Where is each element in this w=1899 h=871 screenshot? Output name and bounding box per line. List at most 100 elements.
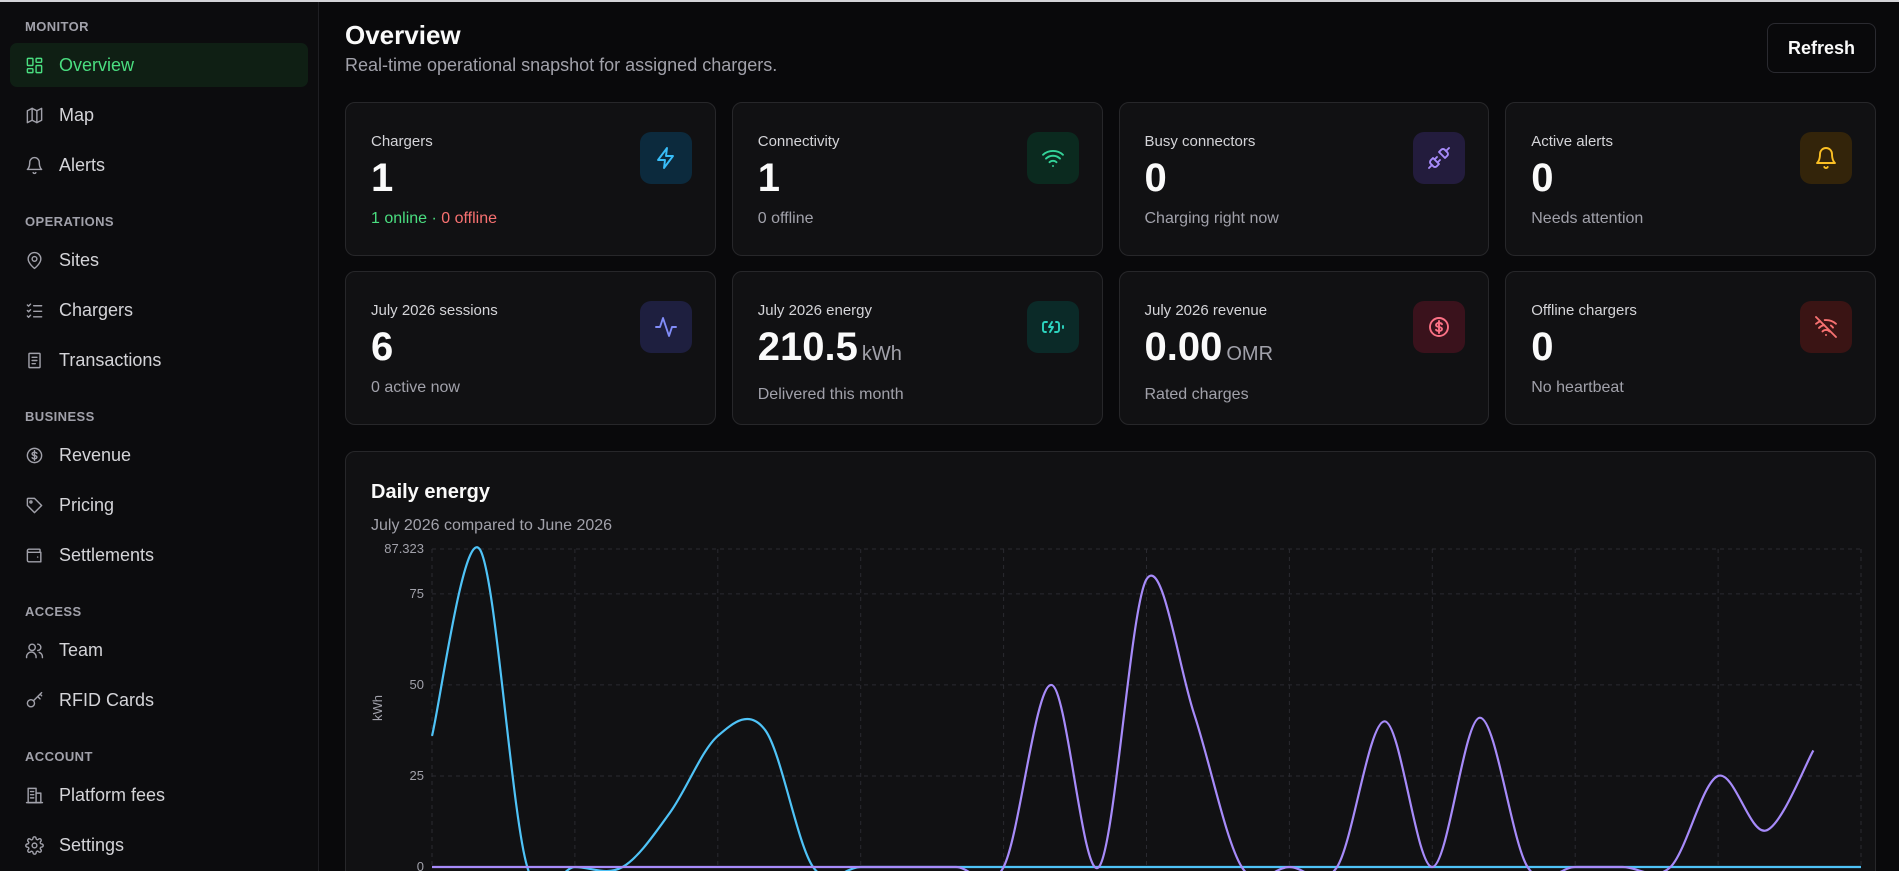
sidebar-item-team[interactable]: Team: [10, 628, 308, 672]
section-label-business: BUSINESS: [25, 409, 95, 424]
stat-card-chargers: Chargers 1 1 online · 0 offline: [345, 102, 716, 256]
section-spacer: [10, 231, 308, 238]
card-value: 0: [1145, 156, 1464, 200]
sidebar-item-label: Map: [59, 104, 95, 125]
card-title: Active alerts: [1531, 133, 1613, 150]
card-value: 210.5 kWh: [758, 325, 1077, 376]
card-sub: 0 active now: [371, 379, 690, 397]
card-subtext: No heartbeat: [1531, 379, 1624, 396]
section-label-monitor: MONITOR: [25, 19, 89, 34]
stat-card-active-alerts: Active alerts 0 Needs attention: [1505, 102, 1876, 256]
stat-card-july-2026-energy: July 2026 energy 210.5 kWh Delivered this m…: [731, 271, 1103, 425]
sidebar-item-map[interactable]: Map: [10, 93, 308, 137]
tag-icon: [24, 495, 44, 515]
card-unit: kWh: [861, 343, 902, 365]
y-tick-label: 0: [417, 859, 424, 871]
sidebar-item-revenue[interactable]: Revenue: [10, 433, 308, 477]
sidebar-item-platform-fees[interactable]: Platform fees: [10, 773, 308, 817]
card-title: Chargers: [371, 133, 433, 150]
section-spacer: [10, 36, 308, 43]
stat-card-july-2026-sessions: July 2026 sessions 6 0 active now: [345, 271, 716, 425]
section-gap: [10, 728, 308, 748]
stat-cards: Chargers 1 1 online · 0 offline Connectivit…: [345, 102, 1876, 425]
card-subtext: Charging right now: [1144, 210, 1279, 227]
plug-icon: [1413, 132, 1466, 184]
sidebar-item-settlements[interactable]: Settlements: [10, 533, 308, 577]
map-icon: [24, 105, 44, 125]
stat-card-offline-chargers: Offline chargers 0 No heartbeat: [1505, 271, 1876, 425]
card-value-number: 0: [1531, 325, 1554, 369]
sidebar-item-overview[interactable]: Overview: [10, 43, 308, 87]
sidebar-item-label: Settlements: [59, 544, 155, 565]
y-tick-label: 25: [410, 768, 424, 783]
card-sub: No heartbeat: [1531, 379, 1850, 397]
dashboard-icon: [24, 55, 44, 75]
card-sub: Needs attention: [1531, 210, 1850, 228]
stat-card-july-2026-revenue: July 2026 revenue 0.00 OMR Rated charges: [1118, 271, 1490, 425]
section-spacer: [10, 426, 308, 433]
dollar-circle-icon: [24, 445, 44, 465]
section-gap: [10, 583, 308, 603]
sidebar-item-settings[interactable]: Settings: [10, 823, 308, 867]
section-spacer: [10, 621, 308, 628]
chart-title: Daily energy: [371, 481, 490, 503]
card-subtext: 0 active now: [371, 379, 460, 396]
sidebar-item-label: Revenue: [59, 444, 132, 465]
users-icon: [24, 640, 44, 660]
card-value: 1: [758, 156, 1077, 200]
card-value: 0: [1531, 156, 1850, 200]
card-value-number: 6: [371, 325, 394, 369]
card-value: 1: [371, 156, 690, 200]
sub-separator: ·: [427, 210, 442, 227]
sidebar-item-chargers[interactable]: Chargers: [10, 288, 308, 332]
map-pin-icon: [24, 250, 44, 270]
sidebar-item-label: Sites: [59, 249, 100, 270]
card-subtext: Rated charges: [1144, 386, 1249, 403]
sidebar-item-alerts[interactable]: Alerts: [10, 143, 308, 187]
card-value: 0.00 OMR: [1145, 325, 1464, 376]
checklist-icon: [24, 300, 44, 320]
card-subtext: Delivered this month: [757, 386, 904, 403]
sidebar-item-rfid-cards[interactable]: RFID Cards: [10, 678, 308, 722]
card-sub: Rated charges: [1145, 386, 1464, 404]
card-value: 0: [1531, 325, 1850, 369]
card-subtext: 0 offline: [757, 210, 814, 227]
sidebar-item-label: Pricing: [59, 494, 115, 515]
card-title: July 2026 energy: [757, 302, 872, 319]
sidebar-item-label: Transactions: [59, 349, 162, 370]
sidebar-item-transactions[interactable]: Transactions: [10, 338, 308, 382]
refresh-button[interactable]: Refresh: [1766, 23, 1876, 73]
series-line-2: [432, 574, 1815, 871]
page-heading: Overview Real-time operational snapshot …: [345, 20, 777, 76]
y-axis-label: kWh: [370, 695, 385, 721]
card-value-number: 1: [757, 156, 780, 200]
card-sub: 1 online · 0 offline: [371, 210, 690, 228]
online-count: 1 online: [371, 210, 428, 227]
sidebar-item-label: Chargers: [59, 299, 134, 320]
dollar-circle-icon: [1413, 301, 1466, 353]
card-value-number: 210.5: [757, 325, 858, 369]
bell-icon: [24, 155, 44, 175]
sidebar-item-sites[interactable]: Sites: [10, 238, 308, 282]
receipt-icon: [24, 350, 44, 370]
card-title: July 2026 sessions: [371, 302, 498, 319]
section-label-operations: OPERATIONS: [25, 214, 114, 229]
card-value-number: 0.00: [1144, 325, 1223, 369]
bell-icon: [1800, 132, 1852, 184]
gear-icon: [24, 835, 44, 855]
activity-icon: [639, 301, 692, 353]
sidebar-item-pricing[interactable]: Pricing: [10, 483, 308, 527]
page-title: Overview: [345, 20, 461, 50]
wallet-icon: [24, 545, 44, 565]
section-spacer: [10, 766, 308, 773]
wifi-icon: [1026, 132, 1079, 184]
wifi-off-icon: [1800, 301, 1852, 353]
card-title: Offline chargers: [1531, 302, 1637, 319]
card-sub: 0 offline: [758, 210, 1077, 228]
sidebar-item-label: Overview: [59, 54, 135, 75]
y-tick-label: 87.323: [384, 541, 424, 556]
card-sub: Charging right now: [1145, 210, 1464, 228]
sidebar-item-label: RFID Cards: [59, 689, 155, 710]
section-gap: [10, 193, 308, 213]
